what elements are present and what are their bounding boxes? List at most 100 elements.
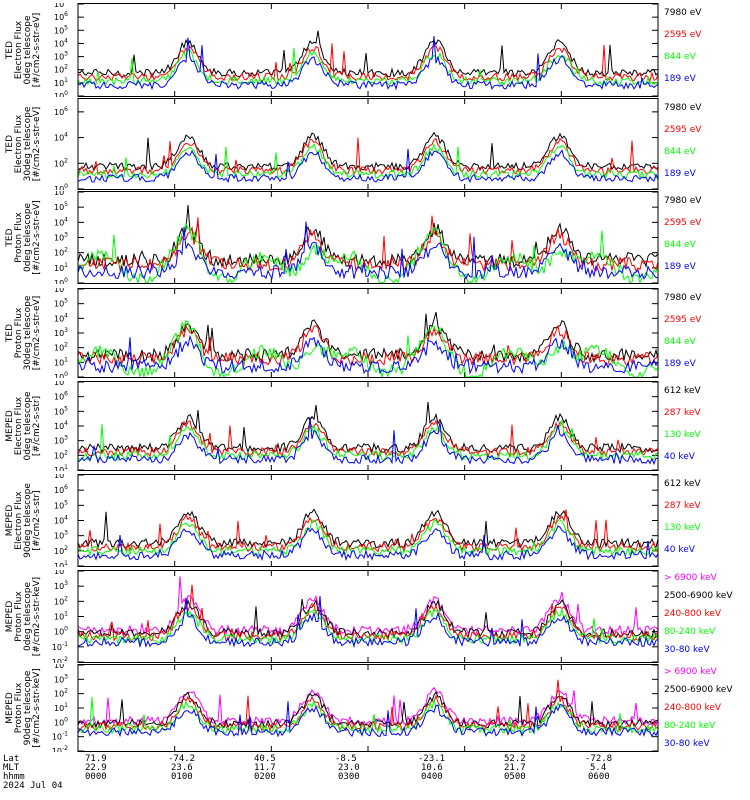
lat-row-label: Lat	[3, 754, 20, 764]
y-tick-label: 103	[54, 580, 68, 591]
series-trace	[77, 696, 659, 736]
y-tick-label: 101	[54, 356, 68, 367]
y-tick-label: 103	[54, 327, 68, 338]
plot-frame	[77, 3, 659, 97]
y-axis-label: MEPEDProton Flux90deg telescope[#/cm2-s-…	[5, 668, 42, 747]
legend-energy-label: 189 eV	[664, 262, 697, 272]
y-tick-label: 107	[54, 3, 68, 9]
legend-energy-label: 287 keV	[664, 408, 701, 418]
y-tick-label: 103	[54, 530, 68, 541]
plot-frame	[77, 570, 659, 663]
y-tick-label: 101	[54, 702, 68, 713]
y-tick-label: 104	[54, 420, 68, 431]
series-trace	[77, 131, 659, 173]
lat-value: -72.8	[585, 754, 613, 764]
y-tick-label: 101	[54, 77, 68, 88]
mlt-value: 22.9	[85, 763, 107, 773]
y-tick-label: 10-1	[52, 731, 68, 742]
mlt-value: 10.6	[421, 763, 443, 773]
legend-energy-label: 189 eV	[664, 169, 697, 179]
series-trace	[77, 142, 659, 180]
plot-frame	[77, 664, 659, 752]
mlt-row-label: MLT	[3, 763, 20, 773]
y-tick-label: 10-1	[52, 641, 68, 652]
legend-energy-label: 2500-6900 keV	[664, 591, 733, 601]
y-tick-label: 100	[54, 716, 68, 727]
legend-energy-label: 844 eV	[664, 240, 697, 250]
y-tick-label: 105	[54, 201, 68, 212]
plot-frame	[77, 381, 659, 471]
y-tick-label: 102	[54, 342, 68, 353]
legend-energy-label: 844 eV	[664, 52, 697, 62]
y-axis-label: MEPEDProton Flux0deg telescope[#/cm2-s-s…	[5, 577, 42, 656]
plot-frame	[77, 191, 659, 284]
y-tick-label: 100	[54, 277, 68, 284]
y-axis-label: TEDProton Flux30deg telescope[#/cm2-s-st…	[5, 295, 42, 370]
series-trace	[77, 686, 659, 727]
y-tick-label: 104	[54, 216, 68, 227]
y-tick-label: 104	[54, 37, 68, 48]
legend-energy-label: 844 eV	[664, 337, 697, 347]
y-tick-label: 107	[54, 381, 68, 387]
legend-energy-label: 80-240 keV	[664, 627, 716, 637]
y-tick-label: 104	[54, 312, 68, 323]
legend-energy-label: > 6900 keV	[664, 573, 718, 583]
series-trace	[77, 419, 659, 458]
series-trace	[77, 221, 659, 284]
series-trace	[77, 508, 659, 550]
lat-value: 52.2	[504, 754, 526, 764]
y-tick-label: 107	[54, 474, 68, 480]
legend-energy-label: 130 keV	[664, 523, 701, 533]
y-axis-label: TEDElectron Flux0deg telescope[#/cm2-s-s…	[5, 13, 42, 88]
lat-value: -23.1	[418, 754, 446, 764]
series-trace	[77, 416, 659, 466]
series-trace	[77, 607, 659, 646]
legend-energy-label: 240-800 keV	[664, 609, 722, 619]
y-tick-label: 101	[54, 262, 68, 273]
y-tick-label: 102	[54, 688, 68, 699]
y-tick-label: 105	[54, 298, 68, 309]
hhmm-value: 0200	[254, 772, 276, 782]
y-tick-label: 104	[54, 132, 68, 143]
y-tick-label: 100	[54, 626, 68, 637]
mlt-value: 23.0	[338, 763, 360, 773]
y-tick-label: 10-2	[52, 656, 68, 663]
mlt-value: 21.7	[504, 763, 526, 773]
y-tick-label: 102	[54, 247, 68, 258]
series-trace	[77, 598, 659, 640]
series-trace	[77, 584, 659, 642]
legend-energy-label: 7980 eV	[664, 293, 702, 303]
legend-energy-label: 612 keV	[664, 479, 701, 489]
series-trace	[77, 320, 659, 378]
y-tick-label: 101	[54, 464, 68, 471]
legend-energy-label: 2500-6900 keV	[664, 685, 733, 695]
series-trace	[77, 204, 659, 269]
series-trace	[77, 576, 659, 637]
series-trace	[77, 324, 659, 367]
y-tick-label: 104	[54, 664, 68, 670]
series-trace	[77, 47, 659, 87]
legend-energy-label: 40 keV	[664, 545, 696, 555]
y-tick-label: 103	[54, 673, 68, 684]
y-tick-label: 104	[54, 570, 68, 576]
legend-energy-label: 2595 eV	[664, 315, 702, 325]
lat-value: -8.5	[335, 754, 357, 764]
series-trace	[77, 519, 659, 557]
series-trace	[77, 35, 659, 91]
lat-value: -74.2	[168, 754, 196, 764]
y-axis-label: MEPEDElectron Flux0deg telescope[#/cm2-s…	[5, 391, 42, 461]
legend-energy-label: 7980 eV	[664, 8, 702, 18]
legend-energy-label: 30-80 keV	[664, 645, 710, 655]
hhmm-row-label: hhmm	[3, 772, 25, 782]
series-trace	[77, 701, 659, 738]
legend-energy-label: 7980 eV	[664, 196, 702, 206]
y-tick-label: 101	[54, 611, 68, 622]
hhmm-value: 0100	[171, 772, 193, 782]
series-trace	[77, 525, 659, 562]
legend-energy-label: 189 eV	[664, 74, 697, 84]
legend-energy-label: 2595 eV	[664, 125, 702, 135]
legend-energy-label: 130 keV	[664, 430, 701, 440]
flux-panel-4: TEDProton Flux30deg telescope[#/cm2-s-st…	[5, 288, 702, 378]
series-trace	[77, 43, 659, 83]
y-tick-label: 103	[54, 51, 68, 62]
